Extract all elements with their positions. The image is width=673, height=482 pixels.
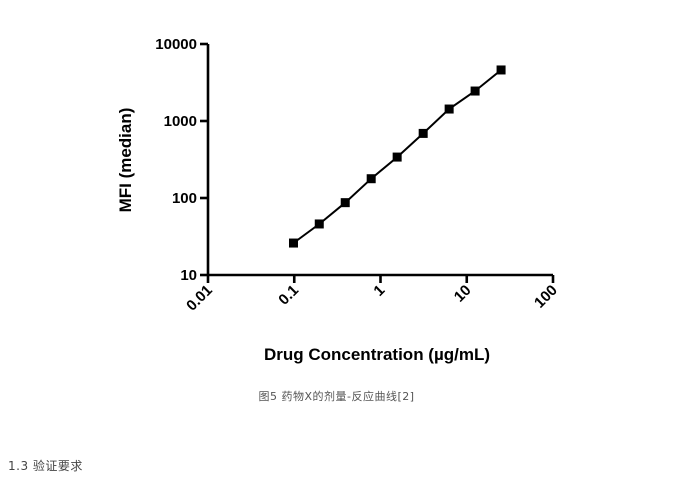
data-point — [418, 128, 428, 138]
y-tick-label: 1000 — [164, 113, 197, 130]
section-heading: 1.3 验证要求 — [8, 459, 83, 473]
x-tick-label: 100 — [531, 282, 561, 312]
dose-response-chart: 10 100 1000 10000 0.01 0.1 1 10 100 MFI (median)… — [116, 36, 561, 364]
axes: 10 100 1000 10000 0.01 0.1 1 10 100 — [155, 36, 561, 314]
y-tick-label: 10000 — [155, 36, 197, 53]
x-tick-label: 10 — [451, 282, 475, 306]
data-point — [366, 174, 376, 184]
y-tick-label: 10 — [180, 267, 197, 284]
data-point — [470, 86, 480, 96]
data-point — [314, 219, 324, 229]
figure-caption: 图5 药物X的剂量-反应曲线[2] — [258, 390, 415, 403]
data-point — [392, 152, 402, 162]
x-tick-label: 1 — [370, 282, 388, 300]
y-axis-title: MFI (median) — [116, 108, 135, 213]
data-point — [496, 65, 506, 75]
data-point — [340, 198, 350, 208]
data-point — [288, 238, 298, 248]
x-tick-label: 0.1 — [275, 282, 302, 309]
y-tick-label: 100 — [172, 190, 197, 207]
x-tick-label: 0.01 — [183, 282, 216, 315]
data-point — [444, 104, 454, 114]
series-group — [288, 65, 506, 248]
x-axis-title: Drug Concentration (µg/mL) — [264, 345, 490, 364]
